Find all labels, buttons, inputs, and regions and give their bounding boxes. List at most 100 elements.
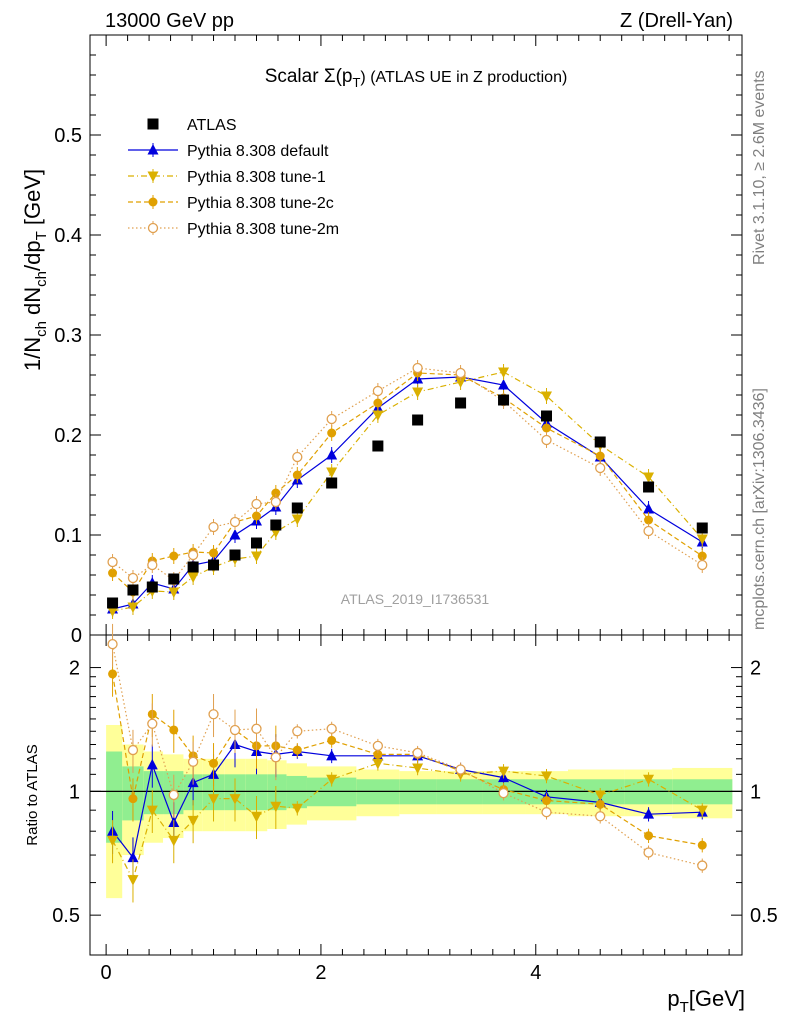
ratio-point xyxy=(168,789,179,801)
ratio-y-axis: 0.5 0.5 1 1 2 2 xyxy=(52,658,778,928)
data-point xyxy=(412,387,424,398)
data-point xyxy=(187,561,199,573)
ratio-point xyxy=(229,794,241,805)
series-line xyxy=(112,376,703,610)
data-point xyxy=(498,394,510,406)
x-axis-label: pT[GeV] xyxy=(667,986,745,1016)
data-point xyxy=(697,559,708,571)
series-1 xyxy=(107,369,708,617)
header-left: 13000 GeV pp xyxy=(105,10,234,32)
y-tick-label: 0.4 xyxy=(54,225,82,247)
ratio-panel: 0.5 0.5 1 1 2 2 Ratio to ATLAS xyxy=(24,623,778,956)
data-point xyxy=(250,537,262,549)
data-point xyxy=(127,572,139,584)
ratio-point xyxy=(107,639,118,650)
main-y-axis: 0.1 0.2 0.3 0.4 0.5 0 xyxy=(54,34,742,647)
data-point xyxy=(187,572,199,583)
data-point xyxy=(168,587,180,598)
data-point xyxy=(291,502,303,514)
ratio-point xyxy=(292,726,303,737)
ratio-point xyxy=(643,847,654,858)
ylabel-part-3: ch xyxy=(33,271,50,287)
data-point xyxy=(250,551,262,562)
data-point xyxy=(594,436,606,448)
legend-item: Pythia 8.308 tune-2c xyxy=(128,195,334,212)
xlabel-sub: T xyxy=(680,999,689,1016)
data-point xyxy=(327,428,337,438)
main-panel: 0.10.20.30.40.50 Scalar Σ(pT) (ATLAS UE … xyxy=(20,34,743,647)
ratio-point xyxy=(127,744,139,756)
data-point xyxy=(326,477,338,489)
ratio-point xyxy=(697,840,707,850)
legend-label: Pythia 8.308 default xyxy=(187,143,329,160)
analysis-id: ATLAS_2019_I1736531 xyxy=(341,591,490,607)
data-point xyxy=(270,519,282,531)
legend-label: Pythia 8.308 tune-2m xyxy=(187,221,339,238)
ratio-tick-label: 2 xyxy=(69,658,80,680)
ratio-point xyxy=(208,709,219,720)
legend-marker xyxy=(147,171,159,182)
ratio-point xyxy=(643,808,655,819)
ylabel-part-0: 1/N xyxy=(20,337,45,371)
data-point xyxy=(251,498,262,510)
ratio-tick-label-right: 1 xyxy=(750,781,761,803)
band-inner xyxy=(286,775,307,809)
data-point xyxy=(372,440,384,452)
band-inner xyxy=(245,774,268,811)
series-line xyxy=(112,372,703,593)
ratio-point xyxy=(169,725,179,735)
ratio-point xyxy=(696,805,708,817)
ratio-point xyxy=(251,723,262,734)
ratio-point xyxy=(147,718,158,729)
data-point xyxy=(372,385,384,397)
legend-marker xyxy=(147,144,159,155)
plot-title: Scalar Σ(pT) (ATLAS UE in Z production) xyxy=(265,66,568,90)
ratio-point xyxy=(127,875,139,886)
legend-item: Pythia 8.308 default xyxy=(128,143,329,160)
data-point xyxy=(108,568,118,578)
ratio-point xyxy=(168,835,180,847)
ratio-point xyxy=(208,794,220,805)
legend-label: Pythia 8.308 tune-1 xyxy=(187,169,326,186)
legend-item: Pythia 8.308 tune-2m xyxy=(128,221,339,238)
ratio-point xyxy=(697,860,708,871)
plot-title-prefix: Scalar Σ(p xyxy=(265,66,353,87)
ratio-point xyxy=(541,771,553,782)
xlabel-unit: [GeV] xyxy=(689,986,745,1011)
ratio-series-4 xyxy=(107,623,708,873)
data-point xyxy=(595,462,606,474)
series-0 xyxy=(107,394,708,609)
data-point xyxy=(697,551,707,561)
y-tick-label: 0 xyxy=(71,625,82,647)
ratio-tick-label-right: 0.5 xyxy=(750,905,778,927)
ratio-point xyxy=(291,803,303,815)
y-axis-label: 1/Nch dNch/dpT [GeV] xyxy=(20,169,50,371)
ratio-point xyxy=(146,758,158,770)
legend-label: Pythia 8.308 tune-2c xyxy=(187,195,334,212)
x-tick-label: 2 xyxy=(315,962,326,984)
data-point xyxy=(643,503,655,514)
data-point xyxy=(541,391,553,402)
ylabel-part-5: T xyxy=(33,231,50,240)
data-point xyxy=(292,451,303,463)
ratio-tick-label-right: 2 xyxy=(750,658,761,680)
ratio-point xyxy=(146,805,158,817)
ratio-point xyxy=(541,807,552,818)
data-point xyxy=(455,367,466,379)
data-point xyxy=(498,379,510,390)
ratio-point xyxy=(372,758,384,770)
ratio-point xyxy=(412,747,423,759)
ratio-point xyxy=(372,740,384,752)
ratio-point xyxy=(107,835,119,847)
ratio-point xyxy=(595,811,606,822)
band-inner xyxy=(106,751,123,843)
data-point xyxy=(127,602,139,613)
plot-title-sub: T xyxy=(352,75,360,90)
data-point xyxy=(412,362,423,374)
data-point xyxy=(270,496,281,508)
ratio-point xyxy=(327,735,337,745)
data-point xyxy=(455,397,467,409)
data-point xyxy=(271,488,281,498)
data-point xyxy=(229,529,241,540)
ratio-point xyxy=(292,745,302,755)
